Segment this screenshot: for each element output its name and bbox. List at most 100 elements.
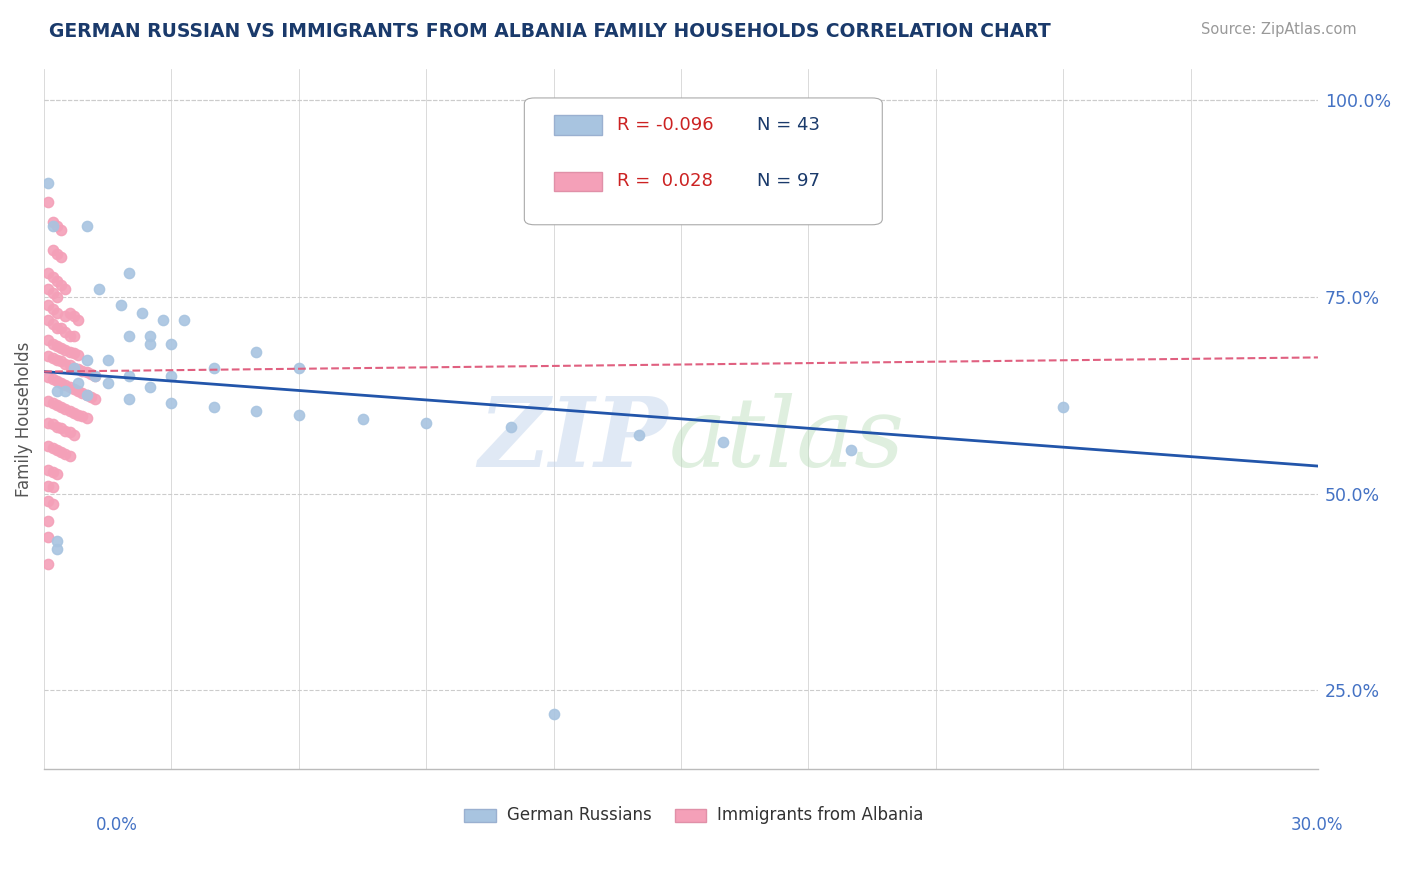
Point bbox=[63, 405, 86, 419]
Point bbox=[160, 337, 183, 351]
Point bbox=[41, 480, 63, 494]
Point bbox=[67, 348, 90, 362]
Point bbox=[63, 360, 86, 375]
Point bbox=[58, 425, 80, 440]
Point bbox=[76, 365, 98, 379]
Point bbox=[139, 329, 162, 343]
Point bbox=[37, 393, 59, 408]
Point bbox=[202, 360, 225, 375]
Point bbox=[245, 404, 267, 418]
Point bbox=[41, 351, 63, 366]
Point bbox=[63, 360, 86, 375]
Point bbox=[41, 243, 63, 257]
Point bbox=[110, 298, 132, 312]
Point bbox=[839, 443, 862, 458]
Text: N = 43: N = 43 bbox=[758, 116, 821, 135]
Point bbox=[45, 419, 67, 434]
Point bbox=[67, 408, 90, 422]
Point bbox=[58, 404, 80, 418]
Point bbox=[37, 416, 59, 430]
Point bbox=[67, 376, 90, 391]
Point bbox=[67, 362, 90, 376]
FancyBboxPatch shape bbox=[464, 809, 496, 822]
Point bbox=[139, 380, 162, 394]
Point bbox=[118, 266, 141, 280]
Point bbox=[37, 176, 59, 190]
Point bbox=[63, 382, 86, 396]
Point bbox=[45, 305, 67, 319]
Text: 0.0%: 0.0% bbox=[96, 816, 138, 834]
Point bbox=[89, 282, 111, 296]
Point bbox=[53, 384, 76, 399]
Point bbox=[49, 376, 72, 391]
Point bbox=[41, 318, 63, 332]
Point bbox=[76, 352, 98, 367]
Text: ZIP: ZIP bbox=[478, 392, 668, 487]
Point bbox=[37, 514, 59, 528]
Text: 30.0%: 30.0% bbox=[1291, 816, 1343, 834]
Text: R =  0.028: R = 0.028 bbox=[617, 172, 713, 190]
Point bbox=[37, 282, 59, 296]
Point bbox=[49, 223, 72, 237]
Text: R = -0.096: R = -0.096 bbox=[617, 116, 714, 135]
Point bbox=[76, 388, 98, 402]
Point bbox=[160, 396, 183, 410]
Point bbox=[53, 325, 76, 339]
Point bbox=[37, 313, 59, 327]
Point bbox=[45, 246, 67, 260]
Point bbox=[45, 398, 67, 412]
Point bbox=[37, 370, 59, 384]
Point bbox=[53, 343, 76, 358]
Point bbox=[41, 215, 63, 229]
Point bbox=[49, 400, 72, 414]
Point bbox=[49, 278, 72, 293]
Point bbox=[45, 533, 67, 548]
Point bbox=[58, 329, 80, 343]
Point bbox=[58, 359, 80, 373]
Point bbox=[49, 251, 72, 265]
Text: Source: ZipAtlas.com: Source: ZipAtlas.com bbox=[1201, 22, 1357, 37]
Point bbox=[41, 301, 63, 316]
Point bbox=[58, 345, 80, 359]
Point bbox=[37, 349, 59, 363]
Point bbox=[49, 421, 72, 435]
FancyBboxPatch shape bbox=[675, 809, 706, 822]
Point bbox=[49, 321, 72, 335]
Point bbox=[72, 385, 94, 400]
Point bbox=[76, 411, 98, 425]
Point bbox=[152, 313, 174, 327]
Point bbox=[45, 374, 67, 388]
Point bbox=[58, 380, 80, 394]
Point bbox=[72, 409, 94, 424]
Point bbox=[202, 400, 225, 414]
Point bbox=[45, 352, 67, 367]
Point bbox=[97, 376, 120, 391]
Point bbox=[53, 378, 76, 392]
Point bbox=[41, 337, 63, 351]
Point bbox=[49, 445, 72, 459]
Text: N = 97: N = 97 bbox=[758, 172, 821, 190]
Point bbox=[97, 352, 120, 367]
Point bbox=[45, 219, 67, 233]
Point bbox=[131, 305, 153, 319]
Point bbox=[37, 439, 59, 453]
Point bbox=[41, 219, 63, 233]
Point bbox=[53, 282, 76, 296]
Point bbox=[45, 384, 67, 399]
Point bbox=[45, 321, 67, 335]
Point bbox=[118, 368, 141, 383]
Point bbox=[76, 388, 98, 402]
FancyBboxPatch shape bbox=[554, 171, 602, 191]
Point bbox=[37, 494, 59, 508]
Point bbox=[160, 368, 183, 383]
Point bbox=[415, 416, 437, 430]
Point bbox=[67, 313, 90, 327]
Point bbox=[37, 463, 59, 477]
Point bbox=[67, 384, 90, 399]
Point bbox=[45, 443, 67, 458]
Point bbox=[49, 341, 72, 355]
Point bbox=[352, 412, 374, 426]
Point bbox=[37, 530, 59, 544]
Point bbox=[41, 270, 63, 285]
Point bbox=[58, 449, 80, 463]
